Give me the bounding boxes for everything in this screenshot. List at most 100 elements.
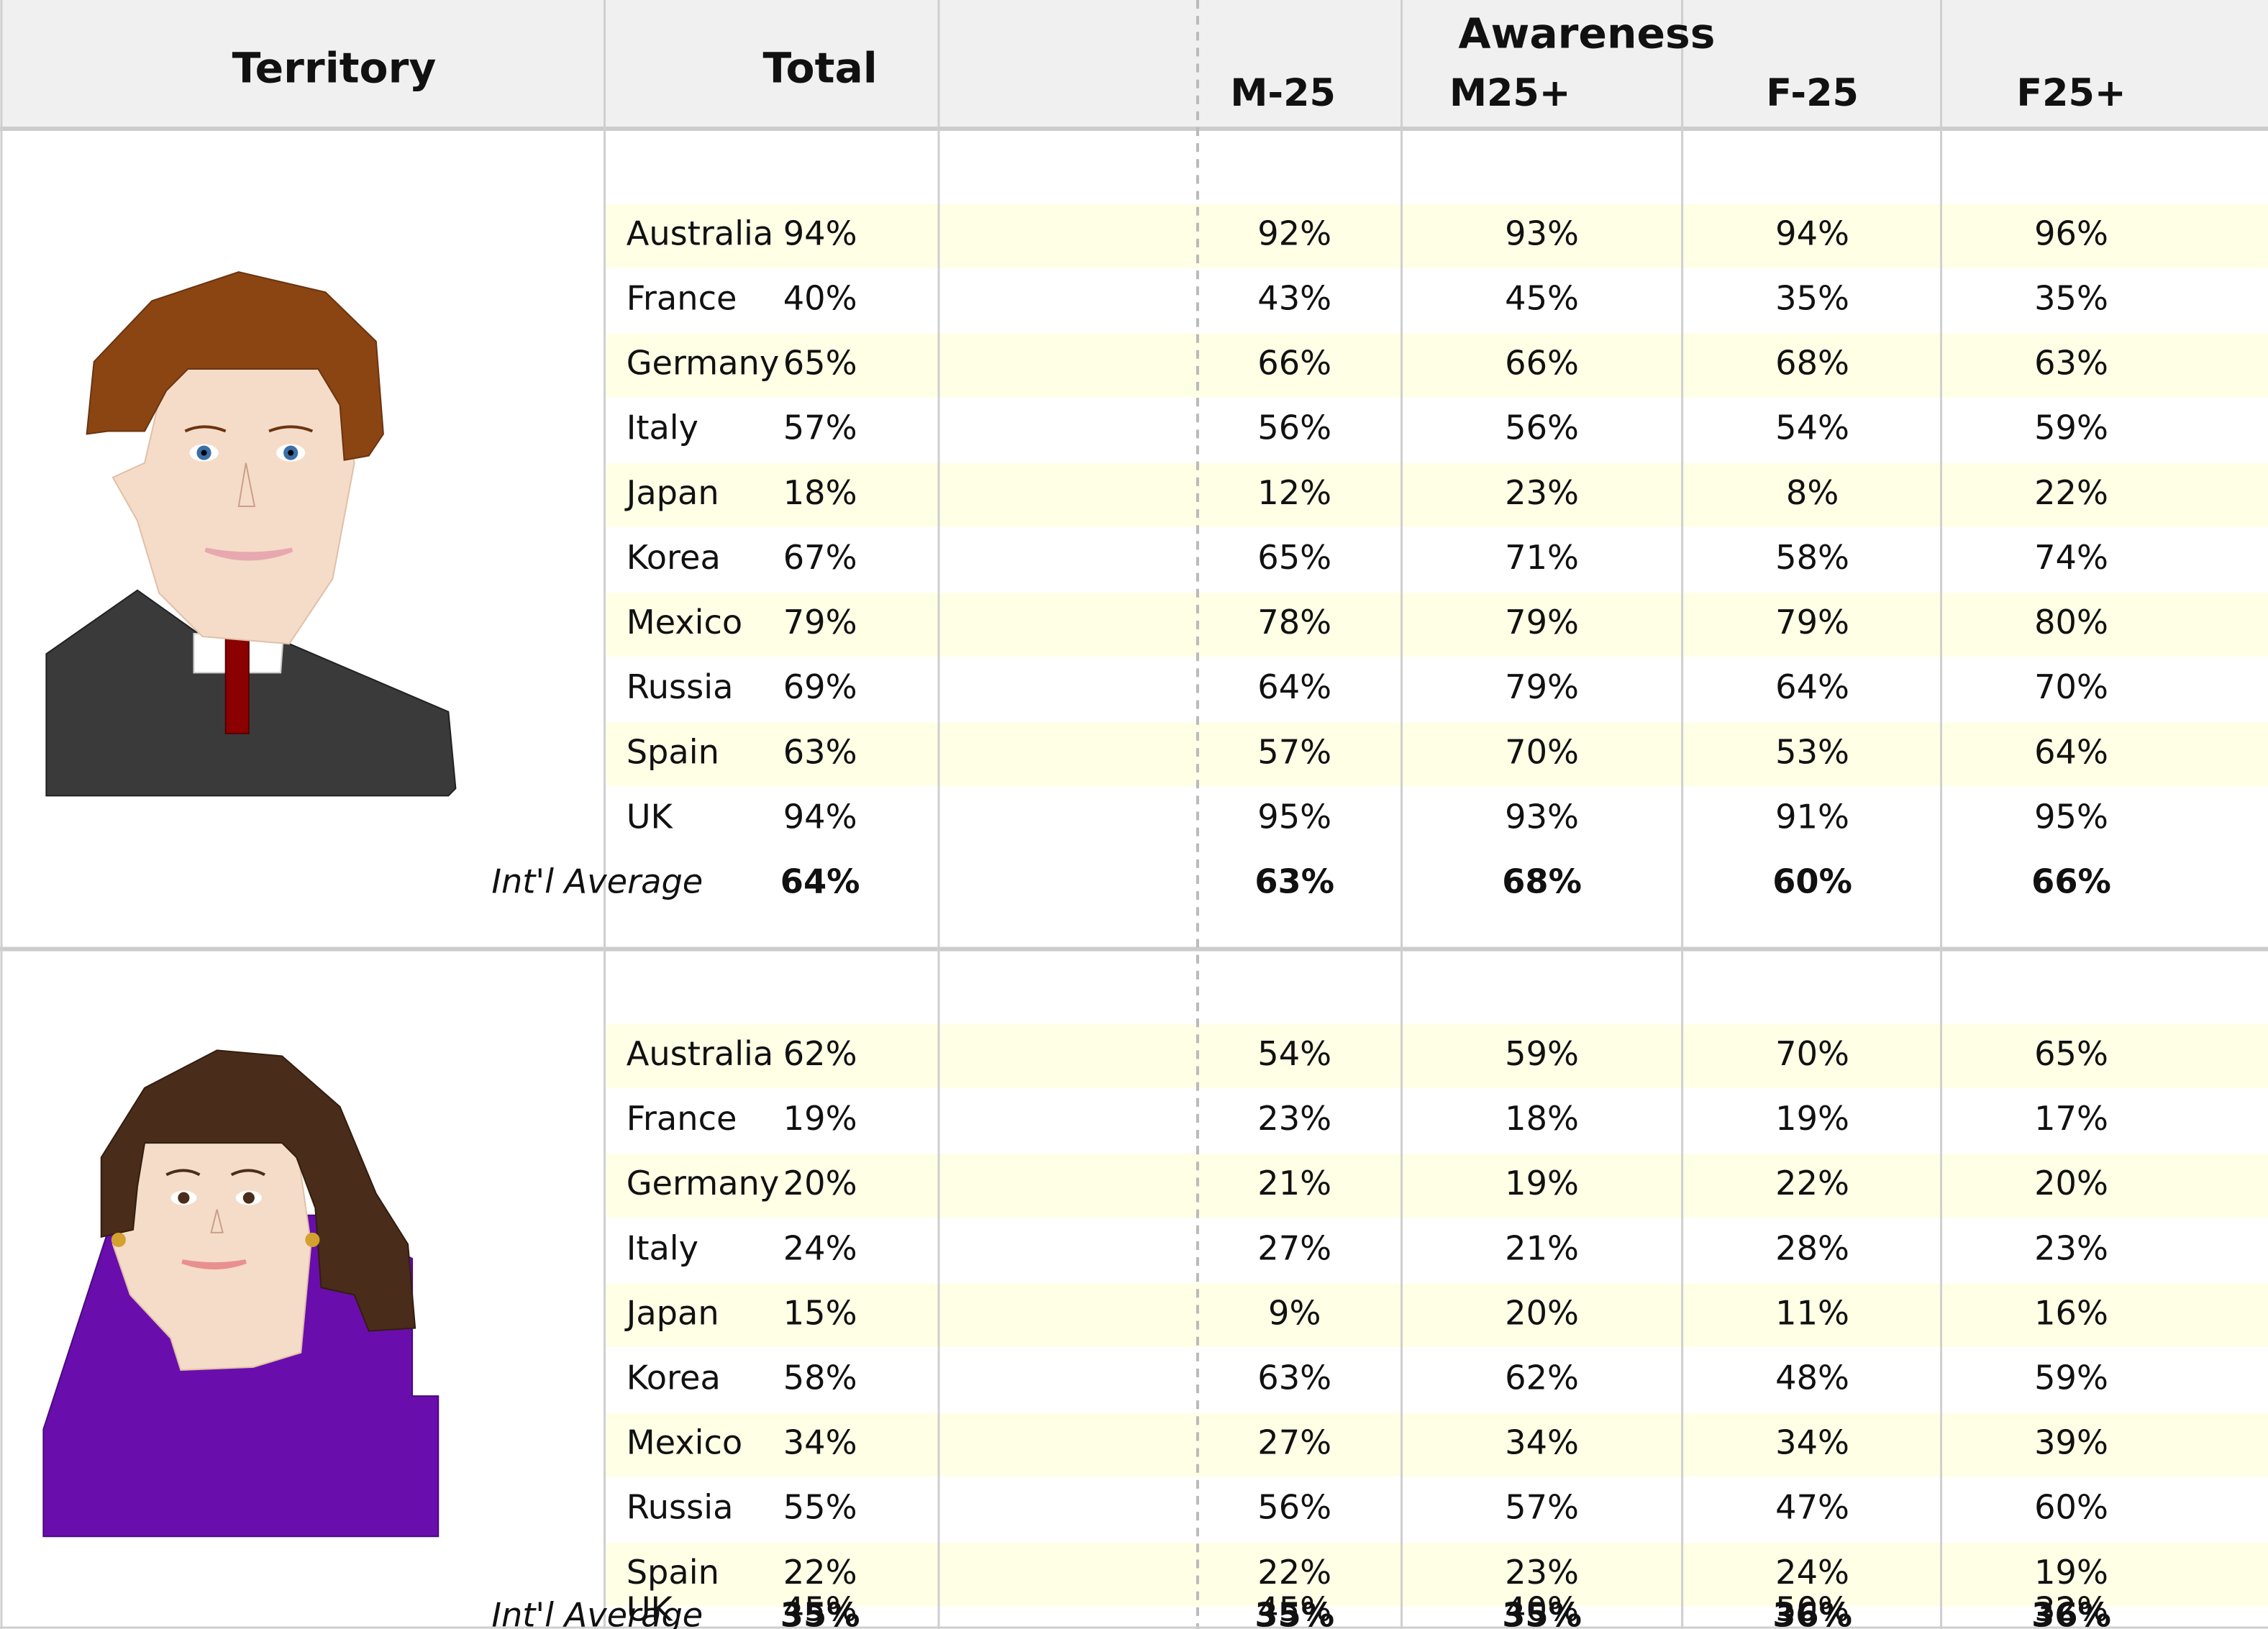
value-cell: 57% [783, 409, 857, 447]
territory-cell: Russia [627, 667, 734, 706]
average-cell: 60% [1772, 862, 1852, 901]
value-cell: 18% [1505, 1099, 1579, 1138]
header-column: F25+ [2016, 71, 2126, 115]
territory-cell: Germany [627, 344, 780, 383]
value-cell: 59% [2034, 1359, 2108, 1397]
average-cell: 68% [1502, 862, 1582, 901]
territory-cell: UK [627, 1589, 674, 1628]
value-cell: 62% [783, 1034, 857, 1073]
value-cell: 43% [1257, 278, 1331, 317]
value-cell: 74% [2034, 538, 2108, 577]
value-cell: 63% [783, 732, 857, 771]
row-stripe [606, 1543, 2268, 1607]
average-cell: 35% [1254, 1595, 1334, 1629]
value-cell: 70% [1775, 1034, 1849, 1073]
value-cell: 54% [1775, 409, 1849, 447]
value-cell: 57% [1257, 732, 1331, 771]
value-cell: 20% [2034, 1164, 2108, 1203]
territory-cell: Italy [627, 1228, 698, 1267]
value-cell: 24% [1775, 1553, 1849, 1592]
value-cell: 28% [1775, 1228, 1849, 1267]
value-cell: 19% [1775, 1099, 1849, 1138]
value-cell: 65% [1257, 538, 1331, 577]
value-cell: 64% [2034, 732, 2108, 771]
average-cell: 64% [780, 862, 860, 901]
value-cell: 62% [1505, 1359, 1579, 1397]
row-stripe [606, 1024, 2268, 1088]
value-cell: 66% [1257, 344, 1331, 383]
value-cell: 34% [783, 1423, 857, 1462]
value-cell: 94% [1775, 214, 1849, 252]
value-cell: 23% [1505, 1553, 1579, 1592]
territory-cell: Mexico [627, 603, 742, 642]
value-cell: 18% [783, 473, 857, 512]
value-cell: 23% [1257, 1099, 1331, 1138]
value-cell: 60% [2034, 1488, 2108, 1527]
value-cell: 53% [1775, 732, 1849, 771]
average-label: Int'l Average [491, 862, 703, 901]
value-cell: 79% [1775, 603, 1849, 642]
value-cell: 54% [1257, 1034, 1331, 1073]
value-cell: 79% [1505, 603, 1579, 642]
value-cell: 94% [783, 214, 857, 252]
value-cell: 65% [783, 344, 857, 383]
average-cell: 36% [2031, 1595, 2111, 1629]
value-cell: 19% [1505, 1164, 1579, 1203]
value-cell: 94% [783, 797, 857, 836]
territory-cell: Russia [627, 1488, 734, 1527]
value-cell: 93% [1505, 214, 1579, 252]
territory-cell: Japan [624, 1293, 719, 1332]
value-cell: 59% [1505, 1034, 1579, 1073]
value-cell: 65% [2034, 1034, 2108, 1073]
header-column: F-25 [1766, 71, 1859, 115]
value-cell: 64% [1257, 667, 1331, 706]
row-stripe [606, 1413, 2268, 1477]
value-cell: 95% [2034, 797, 2108, 836]
average-label: Int'l Average [491, 1595, 703, 1629]
value-cell: 22% [1257, 1553, 1331, 1592]
cells: Australia 94% 92% 93% 94% 96%France 40% 43% 45% 3… [491, 214, 2111, 1629]
value-cell: 48% [1775, 1359, 1849, 1397]
portrait-male [45, 271, 457, 797]
value-cell: 91% [1775, 797, 1849, 836]
value-cell: 68% [1775, 344, 1849, 383]
average-cell: 36% [1772, 1595, 1852, 1629]
value-cell: 47% [1775, 1488, 1849, 1527]
header-total: Total [763, 44, 878, 93]
territory-cell: Korea [627, 1359, 721, 1397]
value-cell: 96% [2034, 214, 2108, 252]
value-cell: 70% [1505, 732, 1579, 771]
value-cell: 45% [1505, 278, 1579, 317]
header-territory: Territory [232, 44, 437, 93]
value-cell: 19% [2034, 1553, 2108, 1592]
value-cell: 59% [2034, 409, 2108, 447]
value-cell: 58% [1775, 538, 1849, 577]
row-stripe [606, 333, 2268, 398]
header-bg [0, 0, 2268, 129]
row-stripe [606, 1154, 2268, 1218]
value-cell: 34% [1775, 1423, 1849, 1462]
value-cell: 95% [1257, 797, 1331, 836]
row-stripe [606, 204, 2268, 268]
territory-cell: France [627, 278, 737, 317]
value-cell: 22% [783, 1553, 857, 1592]
value-cell: 19% [783, 1099, 857, 1138]
header-column: M-25 [1230, 71, 1335, 115]
row-stripe [606, 1283, 2268, 1348]
value-cell: 69% [783, 667, 857, 706]
value-cell: 20% [783, 1164, 857, 1203]
value-cell: 11% [1775, 1293, 1849, 1332]
average-cell: 63% [1254, 862, 1334, 901]
average-cell: 35% [780, 1595, 860, 1629]
value-cell: 20% [1505, 1293, 1579, 1332]
value-cell: 23% [2034, 1228, 2108, 1267]
value-cell: 63% [2034, 344, 2108, 383]
territory-cell: Japan [624, 473, 719, 512]
territory-cell: UK [627, 797, 674, 836]
value-cell: 80% [2034, 603, 2108, 642]
value-cell: 8% [1786, 473, 1839, 512]
average-cell: 35% [1502, 1595, 1582, 1629]
value-cell: 40% [1505, 1589, 1579, 1628]
